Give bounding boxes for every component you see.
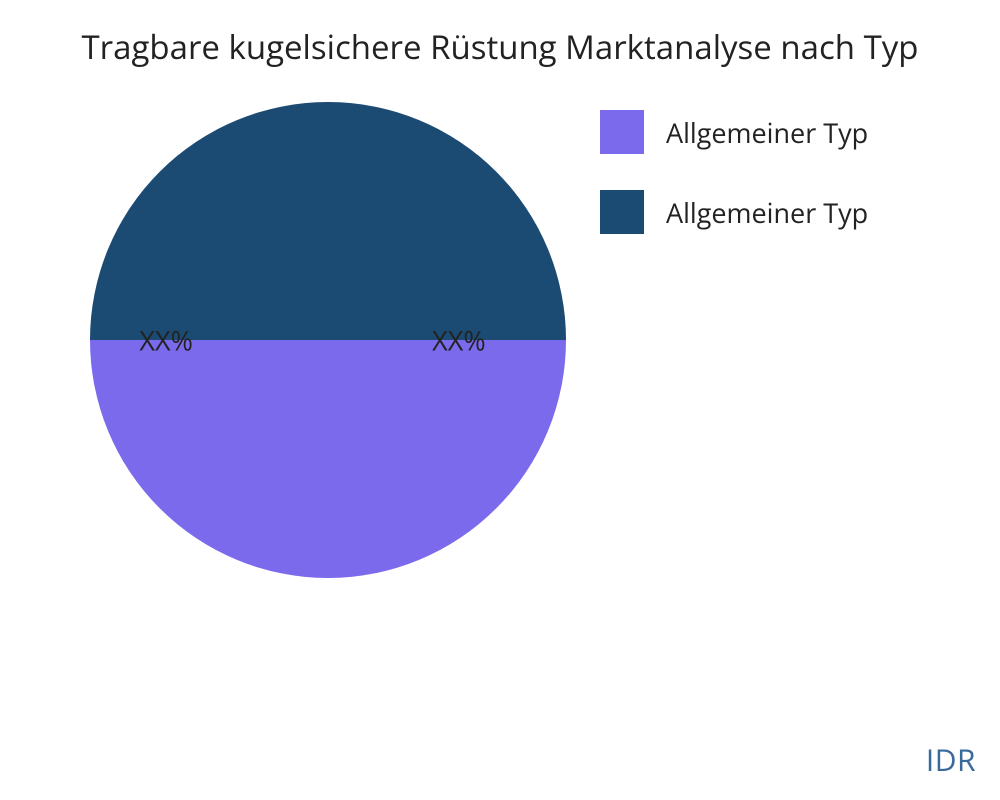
legend: Allgemeiner Typ Allgemeiner Typ (600, 110, 868, 270)
slice-label: XX% (432, 322, 486, 359)
legend-item: Allgemeiner Typ (600, 110, 868, 154)
chart-title: Tragbare kugelsichere Rüstung Marktanaly… (0, 24, 1000, 69)
legend-label: Allgemeiner Typ (666, 194, 868, 231)
watermark: IDR (926, 739, 976, 780)
legend-swatch (600, 190, 644, 234)
slice-label: XX% (139, 322, 193, 359)
pie-body: XX% XX% (90, 102, 566, 578)
legend-swatch (600, 110, 644, 154)
legend-label: Allgemeiner Typ (666, 114, 868, 151)
legend-item: Allgemeiner Typ (600, 190, 868, 234)
pie-chart: XX% XX% (90, 102, 566, 578)
